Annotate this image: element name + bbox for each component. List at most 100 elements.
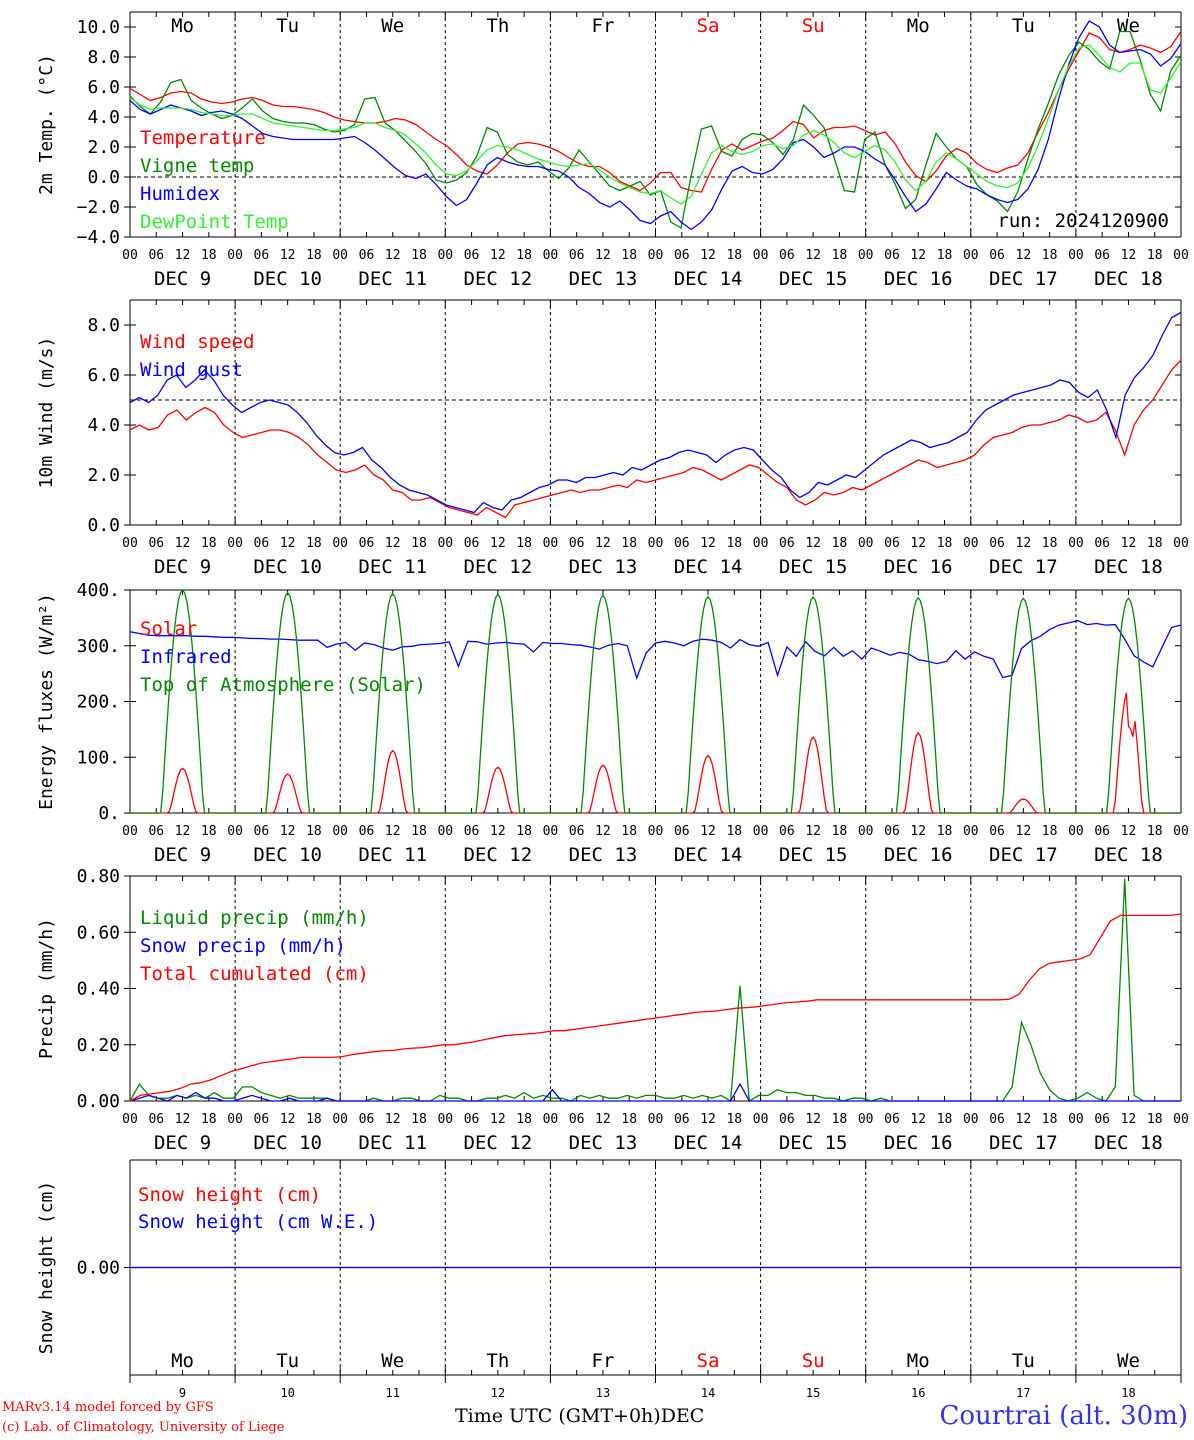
x-tick-label: 00 xyxy=(227,1112,243,1127)
x-tick-label: 18 xyxy=(621,824,637,839)
date-label: DEC 13 xyxy=(569,268,638,290)
x-tick-label: 12 xyxy=(280,1112,296,1127)
x-tick-label: 18 xyxy=(937,536,953,551)
x-tick-label: 06 xyxy=(359,248,375,263)
y-axis-label: Precip (mm/h) xyxy=(36,918,57,1059)
day-number-label: 16 xyxy=(911,1386,925,1400)
day-number-label: 17 xyxy=(1016,1386,1030,1400)
panel-3: 0. 100. 200. 300. 400. Energy fluxes (W/m²) 00… xyxy=(36,580,1189,866)
series-line-dewpoint-temp xyxy=(129,44,1182,205)
x-tick-label: 12 xyxy=(910,536,926,551)
x-tick-label: 00 xyxy=(1173,248,1189,263)
x-tick-label: 18 xyxy=(306,536,322,551)
y-tick-label: 0.20 xyxy=(77,1035,120,1056)
series-line-wind-speed xyxy=(129,359,1182,519)
date-label: DEC 11 xyxy=(358,556,427,578)
weekday-label: Su xyxy=(802,1350,825,1372)
x-tick-label: 00 xyxy=(963,1112,979,1127)
x-tick-label: 06 xyxy=(148,824,164,839)
run-annotation: run: 2024120900 xyxy=(997,210,1169,232)
series-line-wind-gust xyxy=(129,311,1182,514)
x-tick-label: 12 xyxy=(490,824,506,839)
y-tick-label: 0.00 xyxy=(77,1258,120,1279)
x-tick-label: 12 xyxy=(1121,1112,1137,1127)
weekday-label: Th xyxy=(486,1350,509,1372)
x-tick-label: 18 xyxy=(1042,1112,1058,1127)
day-number-label: 13 xyxy=(596,1386,610,1400)
weekday-label: Sa xyxy=(697,1350,720,1372)
x-tick-label: 00 xyxy=(437,536,453,551)
x-tick-label: 06 xyxy=(989,536,1005,551)
x-tick-label: 06 xyxy=(569,536,585,551)
x-tick-label: 12 xyxy=(385,248,401,263)
x-tick-label: 06 xyxy=(148,1112,164,1127)
date-label: DEC 16 xyxy=(884,268,953,290)
x-axis-title: Time UTC (GMT+0h)DEC xyxy=(455,1405,704,1427)
y-tick-label: 4.0 xyxy=(87,415,120,436)
x-tick-label: 12 xyxy=(280,248,296,263)
x-tick-label: 12 xyxy=(595,1112,611,1127)
x-tick-label: 18 xyxy=(621,1112,637,1127)
x-tick-label: 00 xyxy=(1068,1112,1084,1127)
y-tick-label: 10.0 xyxy=(77,17,120,38)
x-tick-label: 12 xyxy=(1016,536,1032,551)
x-tick-label: 00 xyxy=(1068,824,1084,839)
date-label: DEC 9 xyxy=(154,1132,211,1154)
x-tick-label: 12 xyxy=(1016,824,1032,839)
x-tick-label: 18 xyxy=(306,824,322,839)
x-tick-label: 06 xyxy=(779,824,795,839)
weekday-label: We xyxy=(1117,15,1140,37)
x-tick-label: 06 xyxy=(464,824,480,839)
x-tick-label: 18 xyxy=(306,1112,322,1127)
x-tick-label: 06 xyxy=(1094,248,1110,263)
x-tick-label: 12 xyxy=(805,1112,821,1127)
x-tick-label: 00 xyxy=(332,248,348,263)
date-label: DEC 16 xyxy=(884,844,953,866)
date-label: DEC 18 xyxy=(1094,556,1163,578)
x-tick-label: 00 xyxy=(543,248,559,263)
x-tick-label: 06 xyxy=(254,1112,270,1127)
x-tick-label: 06 xyxy=(254,824,270,839)
x-tick-label: 00 xyxy=(648,248,664,263)
x-tick-label: 18 xyxy=(726,824,742,839)
x-tick-label: 00 xyxy=(963,824,979,839)
legend-item: Temperature xyxy=(140,127,266,149)
x-tick-label: 06 xyxy=(359,824,375,839)
date-label: DEC 17 xyxy=(989,844,1058,866)
legend-item: Wind gust xyxy=(140,359,243,381)
x-tick-label: 00 xyxy=(122,1112,138,1127)
series-line-vigne-temp xyxy=(129,30,1182,230)
panel-4: 0.00 0.20 0.40 0.60 0.80 Precip (mm/h) 00 06 12 1… xyxy=(36,866,1189,1154)
day-number-label: 12 xyxy=(491,1386,505,1400)
x-tick-label: 12 xyxy=(175,824,191,839)
x-tick-label: 06 xyxy=(569,248,585,263)
x-tick-label: 12 xyxy=(1121,536,1137,551)
legend-item: Solar xyxy=(140,618,197,640)
x-tick-label: 12 xyxy=(1016,1112,1032,1127)
x-tick-label: 06 xyxy=(674,1112,690,1127)
x-tick-label: 00 xyxy=(1068,536,1084,551)
x-tick-label: 12 xyxy=(385,536,401,551)
y-tick-label: 0.60 xyxy=(77,922,120,943)
x-tick-label: 12 xyxy=(700,536,716,551)
weekday-label: Fr xyxy=(592,15,615,37)
x-tick-label: 12 xyxy=(700,824,716,839)
date-label: DEC 16 xyxy=(884,1132,953,1154)
y-tick-label: 8.0 xyxy=(87,315,120,336)
x-tick-label: 12 xyxy=(1121,248,1137,263)
x-tick-label: 00 xyxy=(332,536,348,551)
series-line-temperature xyxy=(129,31,1182,193)
x-tick-label: 06 xyxy=(569,1112,585,1127)
x-tick-label: 06 xyxy=(359,536,375,551)
x-tick-label: 00 xyxy=(753,248,769,263)
x-tick-label: 06 xyxy=(674,248,690,263)
x-tick-label: 00 xyxy=(227,248,243,263)
x-tick-label: 06 xyxy=(674,824,690,839)
date-label: DEC 17 xyxy=(989,556,1058,578)
x-tick-label: 00 xyxy=(648,1112,664,1127)
x-tick-label: 00 xyxy=(858,248,874,263)
y-tick-label: 200. xyxy=(77,692,120,713)
x-tick-label: 12 xyxy=(1121,824,1137,839)
weekday-label: Su xyxy=(802,15,825,37)
y-tick-label: 2.0 xyxy=(87,137,120,158)
